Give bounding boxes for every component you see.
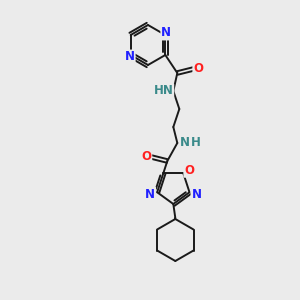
Text: N: N <box>161 26 171 40</box>
Text: O: O <box>184 164 194 177</box>
Text: N: N <box>145 188 155 201</box>
Text: O: O <box>193 61 203 74</box>
Text: HN: HN <box>153 85 173 98</box>
Text: N: N <box>125 50 135 64</box>
Text: O: O <box>141 149 151 163</box>
Text: N: N <box>191 188 202 201</box>
Text: H: H <box>190 136 200 148</box>
Text: N: N <box>180 136 190 148</box>
